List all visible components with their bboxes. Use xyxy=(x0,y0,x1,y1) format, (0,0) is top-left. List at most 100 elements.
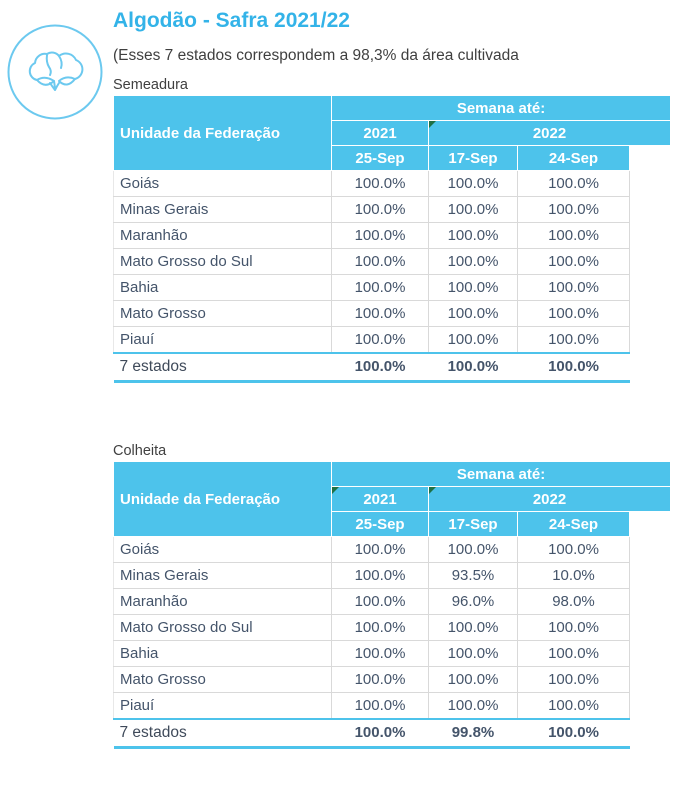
value-cell[interactable]: 100.0% xyxy=(331,326,429,353)
header-cell-week-until[interactable]: Semana até: xyxy=(331,95,671,121)
state-cell[interactable]: Bahia xyxy=(113,274,332,301)
header-cell-2022[interactable]: 2022 xyxy=(428,486,671,512)
section-label-semeadura: Semeadura xyxy=(113,77,188,93)
header-cell-date-1[interactable]: 25-Sep xyxy=(331,511,429,537)
state-cell[interactable]: Goiás xyxy=(113,170,332,197)
page-title: Algodão - Safra 2021/22 xyxy=(113,9,350,32)
value-cell[interactable]: 100.0% xyxy=(331,274,429,301)
total-label-cell[interactable]: 7 estados xyxy=(113,717,332,749)
value-cell[interactable]: 100.0% xyxy=(428,248,518,275)
report-content: Algodão - Safra 2021/22 (Esses 7 estados… xyxy=(113,0,678,749)
value-cell[interactable]: 100.0% xyxy=(517,692,630,719)
table-colheita: Unidade da Federação Semana até: 2021 20… xyxy=(113,461,671,749)
error-flag-icon xyxy=(332,487,339,494)
header-cell-week-until[interactable]: Semana até: xyxy=(331,461,671,487)
header-cell-2021[interactable]: 2021 xyxy=(331,120,429,146)
table-row: Minas Gerais 100.0% 93.5% 10.0% xyxy=(113,562,671,589)
value-cell[interactable]: 100.0% xyxy=(331,536,429,563)
total-value-cell[interactable]: 99.8% xyxy=(428,717,518,749)
value-cell[interactable]: 100.0% xyxy=(517,222,630,249)
value-cell[interactable]: 100.0% xyxy=(331,640,429,667)
value-cell[interactable]: 100.0% xyxy=(428,614,518,641)
header-cell-date-2[interactable]: 17-Sep xyxy=(428,145,518,171)
value-cell[interactable]: 100.0% xyxy=(428,692,518,719)
total-label-cell[interactable]: 7 estados xyxy=(113,351,332,383)
value-cell[interactable]: 100.0% xyxy=(517,196,630,223)
value-cell[interactable]: 100.0% xyxy=(428,536,518,563)
state-cell[interactable]: Mato Grosso xyxy=(113,666,332,693)
state-cell[interactable]: Mato Grosso do Sul xyxy=(113,248,332,275)
table-row: Mato Grosso do Sul 100.0% 100.0% 100.0% xyxy=(113,248,671,275)
value-cell[interactable]: 100.0% xyxy=(428,326,518,353)
header-cell-2022[interactable]: 2022 xyxy=(428,120,671,146)
total-row: 7 estados 100.0% 99.8% 100.0% xyxy=(113,717,671,749)
table-semeadura: Unidade da Federação Semana até: 2021 20… xyxy=(113,95,671,383)
value-cell[interactable]: 100.0% xyxy=(517,640,630,667)
value-cell[interactable]: 100.0% xyxy=(517,666,630,693)
value-cell[interactable]: 100.0% xyxy=(517,614,630,641)
value-cell[interactable]: 100.0% xyxy=(428,666,518,693)
table-row: Mato Grosso 100.0% 100.0% 100.0% xyxy=(113,300,671,327)
value-cell[interactable]: 100.0% xyxy=(331,222,429,249)
value-cell[interactable]: 100.0% xyxy=(331,196,429,223)
total-value-cell[interactable]: 100.0% xyxy=(517,717,630,749)
value-cell[interactable]: 93.5% xyxy=(428,562,518,589)
value-cell[interactable]: 100.0% xyxy=(331,300,429,327)
state-cell[interactable]: Piauí xyxy=(113,326,332,353)
table-row: Maranhão 100.0% 100.0% 100.0% xyxy=(113,222,671,249)
state-cell[interactable]: Minas Gerais xyxy=(113,562,332,589)
value-cell[interactable]: 100.0% xyxy=(428,640,518,667)
header-cell-unit[interactable]: Unidade da Federação xyxy=(113,461,332,537)
state-cell[interactable]: Maranhão xyxy=(113,222,332,249)
table-row: Piauí 100.0% 100.0% 100.0% xyxy=(113,692,671,719)
section-label-colheita: Colheita xyxy=(113,443,167,459)
value-cell[interactable]: 100.0% xyxy=(331,588,429,615)
value-cell[interactable]: 100.0% xyxy=(331,666,429,693)
value-cell[interactable]: 100.0% xyxy=(517,170,630,197)
total-value-cell[interactable]: 100.0% xyxy=(517,351,630,383)
error-flag-icon xyxy=(429,121,436,128)
value-cell[interactable]: 100.0% xyxy=(428,274,518,301)
table-row: Bahia 100.0% 100.0% 100.0% xyxy=(113,274,671,301)
value-cell[interactable]: 100.0% xyxy=(517,248,630,275)
value-cell[interactable]: 100.0% xyxy=(331,692,429,719)
table-row: Bahia 100.0% 100.0% 100.0% xyxy=(113,640,671,667)
total-value-cell[interactable]: 100.0% xyxy=(428,351,518,383)
value-cell[interactable]: 100.0% xyxy=(428,196,518,223)
total-value-cell[interactable]: 100.0% xyxy=(331,351,429,383)
value-cell[interactable]: 100.0% xyxy=(331,248,429,275)
state-cell[interactable]: Goiás xyxy=(113,536,332,563)
state-cell[interactable]: Mato Grosso do Sul xyxy=(113,614,332,641)
value-cell[interactable]: 100.0% xyxy=(517,536,630,563)
value-cell[interactable]: 96.0% xyxy=(428,588,518,615)
state-cell[interactable]: Mato Grosso xyxy=(113,300,332,327)
value-cell[interactable]: 10.0% xyxy=(517,562,630,589)
value-cell[interactable]: 100.0% xyxy=(428,300,518,327)
table-row: Mato Grosso 100.0% 100.0% 100.0% xyxy=(113,666,671,693)
state-cell[interactable]: Minas Gerais xyxy=(113,196,332,223)
table-row: Goiás 100.0% 100.0% 100.0% xyxy=(113,170,671,197)
header-cell-date-1[interactable]: 25-Sep xyxy=(331,145,429,171)
value-cell[interactable]: 100.0% xyxy=(331,614,429,641)
value-cell[interactable]: 100.0% xyxy=(331,562,429,589)
value-cell[interactable]: 100.0% xyxy=(331,170,429,197)
total-row: 7 estados 100.0% 100.0% 100.0% xyxy=(113,351,671,383)
header-cell-unit[interactable]: Unidade da Federação xyxy=(113,95,332,171)
table-row: Minas Gerais 100.0% 100.0% 100.0% xyxy=(113,196,671,223)
value-cell[interactable]: 100.0% xyxy=(517,300,630,327)
total-value-cell[interactable]: 100.0% xyxy=(331,717,429,749)
value-cell[interactable]: 100.0% xyxy=(517,326,630,353)
value-cell[interactable]: 98.0% xyxy=(517,588,630,615)
header-cell-date-3[interactable]: 24-Sep xyxy=(517,145,630,171)
cotton-boll-icon xyxy=(6,23,104,121)
header-cell-date-2[interactable]: 17-Sep xyxy=(428,511,518,537)
state-cell[interactable]: Piauí xyxy=(113,692,332,719)
page-subtitle: (Esses 7 estados correspondem a 98,3% da… xyxy=(113,47,519,64)
state-cell[interactable]: Bahia xyxy=(113,640,332,667)
state-cell[interactable]: Maranhão xyxy=(113,588,332,615)
value-cell[interactable]: 100.0% xyxy=(428,170,518,197)
header-cell-date-3[interactable]: 24-Sep xyxy=(517,511,630,537)
header-cell-2021[interactable]: 2021 xyxy=(331,486,429,512)
value-cell[interactable]: 100.0% xyxy=(517,274,630,301)
value-cell[interactable]: 100.0% xyxy=(428,222,518,249)
